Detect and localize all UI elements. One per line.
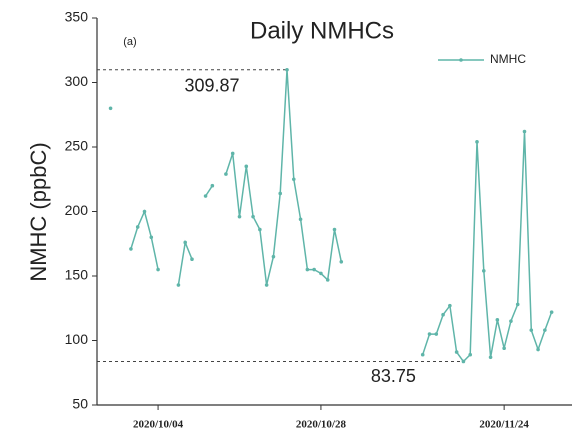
point <box>135 225 140 229</box>
point <box>434 332 439 336</box>
point <box>312 267 316 272</box>
point <box>481 269 486 273</box>
y-tick-label: 150 <box>65 267 89 283</box>
legend-label: NMHC <box>490 52 526 66</box>
line <box>130 69 553 363</box>
point <box>522 129 527 134</box>
point <box>291 177 296 182</box>
point <box>210 183 215 188</box>
point <box>156 267 160 272</box>
point <box>176 283 181 287</box>
point <box>427 332 432 336</box>
x-tick-label: 2020/11/24 <box>479 419 529 431</box>
y-tick-label: 50 <box>72 396 88 412</box>
point <box>495 318 500 322</box>
point <box>305 267 310 272</box>
point <box>475 140 479 144</box>
point <box>149 235 154 240</box>
point <box>454 350 459 354</box>
point <box>258 227 262 232</box>
point <box>509 319 513 323</box>
point <box>142 209 147 214</box>
point <box>237 214 242 219</box>
point <box>298 217 303 222</box>
chart-title: Daily NMHCs <box>250 17 394 44</box>
point <box>515 302 520 307</box>
y-tick-label: 350 <box>65 9 89 25</box>
point <box>529 328 534 332</box>
point <box>230 151 235 156</box>
point <box>543 328 547 332</box>
point <box>224 172 228 176</box>
point <box>108 106 113 111</box>
point <box>244 164 249 169</box>
point <box>332 227 337 232</box>
point <box>502 346 506 351</box>
point <box>203 194 208 198</box>
point <box>420 352 425 357</box>
legend-marker <box>459 58 463 62</box>
point <box>461 359 466 364</box>
y-tick-label: 100 <box>65 331 89 347</box>
point <box>129 247 133 251</box>
panel-label: (a) <box>123 36 136 48</box>
point <box>488 355 493 360</box>
point <box>325 278 330 282</box>
y-axis-label: NMHC (ppbC) <box>26 142 51 281</box>
point <box>441 312 445 317</box>
point <box>251 214 255 219</box>
point <box>183 240 188 245</box>
y-tick-label: 300 <box>65 73 89 89</box>
point <box>319 271 323 276</box>
point <box>190 257 194 262</box>
x-tick-label: 2020/10/04 <box>133 419 184 431</box>
y-tick-label: 200 <box>65 202 89 218</box>
point <box>339 260 344 264</box>
point <box>468 352 473 357</box>
point <box>448 303 452 308</box>
point <box>549 310 554 314</box>
point <box>285 67 289 72</box>
reference-label: 83.75 <box>371 366 416 386</box>
point <box>264 283 269 287</box>
point <box>278 191 283 196</box>
reference-label: 309.87 <box>184 76 239 96</box>
y-tick-label: 250 <box>65 138 89 154</box>
point <box>536 347 540 352</box>
x-tick-label: 2020/10/28 <box>296 419 347 431</box>
point <box>271 254 276 259</box>
